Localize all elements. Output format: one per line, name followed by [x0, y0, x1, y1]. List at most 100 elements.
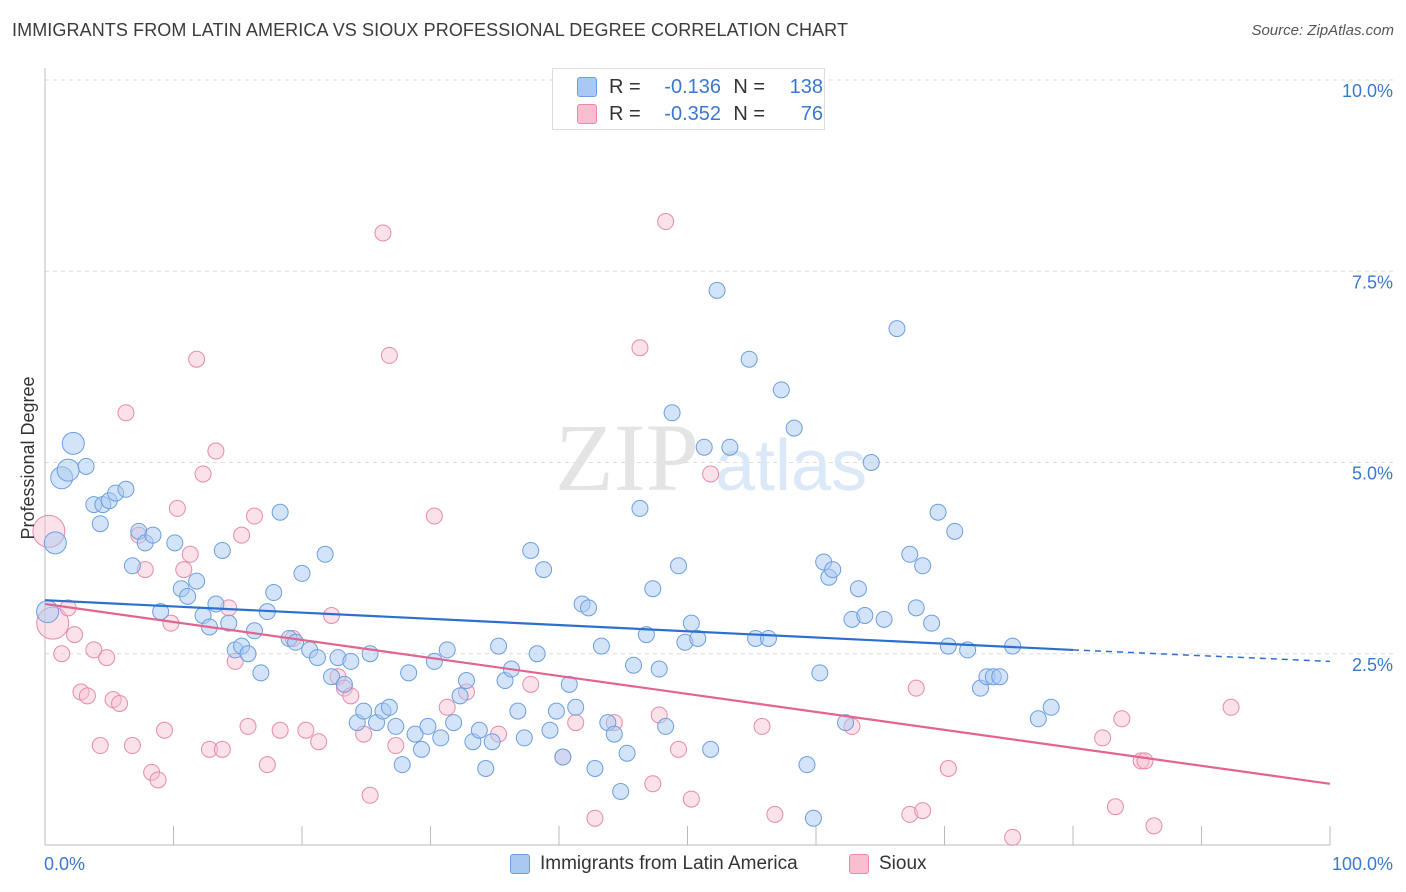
latin-america-point [702, 740, 720, 758]
latin-america-point [929, 503, 947, 521]
n-label: N = [733, 75, 765, 98]
latin-america-point [1029, 710, 1047, 728]
latin-america-point [419, 717, 437, 735]
sioux-point [85, 641, 103, 659]
latin-america-point [380, 698, 398, 716]
latin-america-point [123, 557, 141, 575]
sioux-trend-line [44, 602, 1331, 785]
latin-america-point [547, 702, 565, 720]
r-label: R = [609, 102, 641, 125]
sioux-point [194, 465, 212, 483]
correlation-stats-box: R = -0.136 N = 138 R = -0.352 N = 76 [552, 68, 825, 130]
sioux-point [78, 687, 96, 705]
sioux-point [200, 740, 218, 758]
sioux-point [188, 350, 206, 368]
latin-america-point [612, 782, 630, 800]
latin-america-point [631, 499, 649, 517]
latin-america-point [824, 561, 842, 579]
sioux-point [181, 545, 199, 563]
sioux-point [380, 346, 398, 364]
sioux-point [233, 526, 251, 544]
latin-america-point [335, 675, 353, 693]
sioux-point [586, 809, 604, 827]
sioux-point [123, 737, 141, 755]
latin-america-point [509, 702, 527, 720]
latin-america-point [663, 404, 681, 422]
latin-america-point [901, 545, 919, 563]
sioux-point [425, 507, 443, 525]
latin-america-point [991, 668, 1009, 686]
latin-america-point [695, 438, 713, 456]
x-tick-label-min: 0.0% [44, 854, 85, 874]
sioux-point [682, 790, 700, 808]
sioux-point [1004, 828, 1022, 846]
sioux-point [98, 649, 116, 667]
blue-swatch [510, 854, 530, 874]
sioux-point [111, 694, 129, 712]
sioux-point [567, 714, 585, 732]
latin-america-point [413, 740, 431, 758]
latin-america-point [188, 572, 206, 590]
latin-america-point [316, 545, 334, 563]
latin-america-point [406, 725, 424, 743]
latin-america-point [117, 480, 135, 498]
latin-america-point [759, 629, 777, 647]
sioux-point [702, 465, 720, 483]
latin-america-point [888, 320, 906, 338]
latin-america-trend-extension [1072, 649, 1331, 663]
sioux-point [245, 507, 263, 525]
latin-america-point [477, 760, 495, 777]
sioux-point [1136, 752, 1154, 770]
sioux-point [657, 213, 675, 231]
legend-item-sioux[interactable]: Sioux [849, 851, 927, 877]
latin-america-point [804, 809, 822, 827]
sioux-points [32, 213, 1240, 846]
latin-america-point [490, 637, 508, 655]
sioux-point [753, 717, 771, 735]
latin-america-point [670, 557, 688, 575]
n-label: N = [733, 102, 765, 125]
latin-america-point [91, 515, 109, 533]
sioux-point [361, 786, 379, 804]
latin-america-point [625, 656, 643, 674]
pink-swatch [849, 854, 869, 874]
latin-america-point [166, 534, 184, 552]
watermark-atlas: atlas [715, 426, 867, 506]
latin-america-point [483, 733, 501, 751]
latin-america-trend-line [44, 599, 1074, 652]
sioux-point [766, 805, 784, 823]
blue-swatch [577, 77, 597, 97]
legend-item-latin-america[interactable]: Immigrants from Latin America [510, 851, 798, 877]
latin-america-point [355, 702, 373, 720]
latin-america-points [36, 281, 1060, 827]
sioux-point [901, 805, 919, 823]
latin-america-point [721, 438, 739, 456]
sioux-point [522, 675, 540, 693]
latin-america-point [644, 580, 662, 598]
sioux-point [149, 771, 167, 789]
sioux-point [175, 561, 193, 579]
latin-america-point [946, 522, 964, 540]
latin-america-point [522, 541, 540, 559]
n-value: 138 [789, 75, 823, 98]
latin-america-point [528, 645, 546, 663]
legend-label: Sioux [879, 853, 927, 874]
latin-america-point [457, 672, 475, 690]
latin-america-point [682, 614, 700, 632]
sioux-point [387, 737, 405, 755]
sioux-point [631, 339, 649, 357]
y-axis-label: Professional Degree [18, 376, 38, 539]
chart-title: IMMIGRANTS FROM LATIN AMERICA VS SIOUX P… [12, 20, 849, 40]
sioux-point [213, 740, 231, 758]
sioux-point [323, 607, 341, 624]
latin-america-point [708, 281, 726, 299]
latin-america-point [740, 350, 758, 368]
y-tick-label: 5.0% [1352, 464, 1393, 484]
latin-america-point [451, 687, 469, 705]
stats-row-latin-america: R = -0.136 N = 138 [577, 73, 823, 101]
x-tick-label-max: 100.0% [1332, 854, 1393, 874]
latin-america-point [554, 748, 572, 766]
latin-america-point [592, 637, 610, 655]
y-tick-label: 2.5% [1352, 655, 1393, 675]
